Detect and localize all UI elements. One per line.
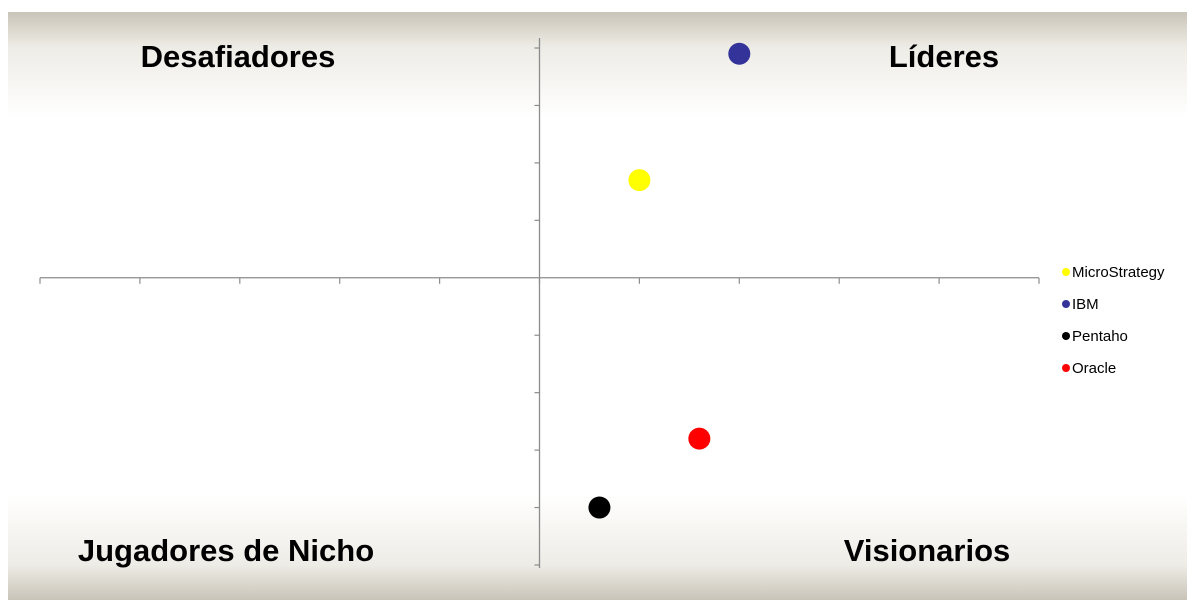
data-point-ibm <box>728 42 751 65</box>
data-points <box>588 42 751 519</box>
legend-marker-ibm <box>1062 300 1070 308</box>
quadrant-label-bottom-left: Jugadores de Nicho <box>78 533 374 568</box>
data-point-oracle <box>688 427 711 450</box>
legend-marker-microstrategy <box>1062 268 1070 276</box>
legend-label-pentaho: Pentaho <box>1072 328 1128 345</box>
legend: MicroStrategy IBM Pentaho Oracle <box>1062 264 1165 377</box>
legend-marker-pentaho <box>1062 332 1070 340</box>
legend-label-ibm: IBM <box>1072 296 1099 313</box>
legend-marker-oracle <box>1062 364 1070 372</box>
legend-label-microstrategy: MicroStrategy <box>1072 264 1165 281</box>
data-point-pentaho <box>588 496 611 519</box>
quadrant-label-top-left: Desafiadores <box>141 39 336 74</box>
axes <box>39 38 1040 568</box>
legend-label-oracle: Oracle <box>1072 360 1116 377</box>
quadrant-label-bottom-right: Visionarios <box>844 533 1011 568</box>
data-point-microstrategy <box>628 169 651 192</box>
quadrant-label-top-right: Líderes <box>889 39 999 74</box>
